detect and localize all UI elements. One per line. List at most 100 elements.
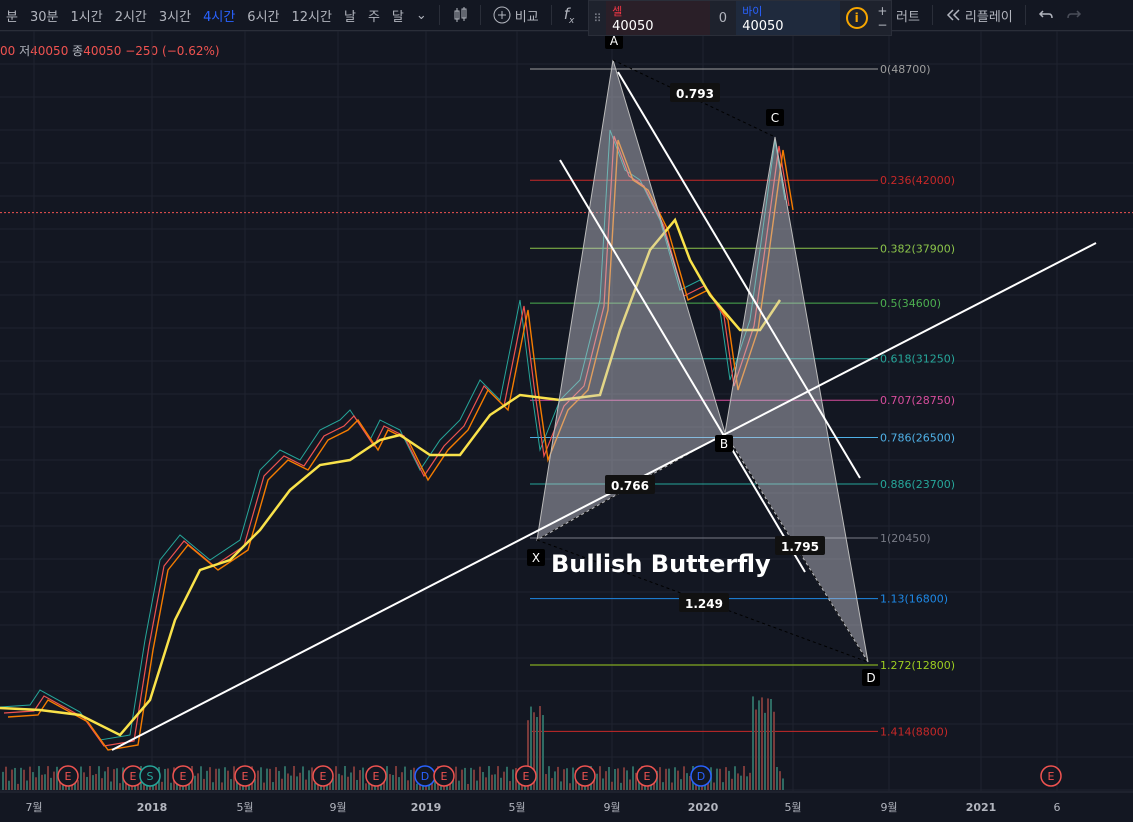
redo-button[interactable] xyxy=(1060,8,1088,22)
volume-bar xyxy=(116,768,118,790)
fib-level-label: 1.272(12800) xyxy=(880,659,955,672)
ohlc-legend: 00 저40050 종40050 −250 (−0.62%) xyxy=(0,42,220,59)
pattern-point-box xyxy=(715,435,733,452)
volume-bar xyxy=(302,766,304,790)
toolbar-divider xyxy=(479,5,481,25)
volume-bar xyxy=(464,767,466,790)
volume-bar xyxy=(485,777,487,790)
volume-bar xyxy=(335,766,337,790)
volume-bar xyxy=(200,766,202,790)
volume-bar xyxy=(338,773,340,790)
volume-bar xyxy=(98,766,100,790)
quantity-stepper[interactable]: + − xyxy=(874,1,891,35)
event-marker xyxy=(433,765,455,787)
drag-handle-icon[interactable]: ⠿ xyxy=(593,11,602,25)
volume-bar xyxy=(359,770,361,790)
event-marker-label: E xyxy=(644,770,651,783)
volume-bar xyxy=(281,778,283,790)
chart-type-button[interactable]: 러트 xyxy=(890,6,926,25)
volume-bar xyxy=(404,766,406,790)
volume-bar xyxy=(56,766,58,790)
timeframe-3[interactable]: 2시간 xyxy=(114,9,147,25)
volume-bar xyxy=(80,766,82,790)
volume-bar xyxy=(11,769,13,790)
timeframe-group: 분 30분 1시간 2시간 3시간 4시간 6시간 12시간 날 주 달 ⌄ xyxy=(0,5,446,25)
sell-button[interactable]: 셀 40050 xyxy=(606,1,710,35)
volume-bar xyxy=(629,779,631,790)
fib-level-label: 0.707(28750) xyxy=(880,394,955,407)
ratio-box xyxy=(605,475,655,494)
timeframe-9[interactable]: 주 xyxy=(367,9,380,25)
info-button[interactable]: i xyxy=(840,1,874,35)
minus-icon[interactable]: − xyxy=(877,18,888,32)
timeframe-0[interactable]: 분 xyxy=(6,9,18,25)
volume-bar xyxy=(107,766,109,790)
timeframe-4[interactable]: 3시간 xyxy=(158,9,192,25)
volume-bar xyxy=(539,706,541,790)
volume-bar xyxy=(314,782,316,790)
timeframe-2[interactable]: 1시간 xyxy=(70,9,103,25)
plus-icon[interactable]: + xyxy=(877,4,888,18)
volume-bar xyxy=(770,699,772,790)
volume-bar xyxy=(194,775,196,790)
timeframe-5[interactable]: 4시간 xyxy=(203,9,236,25)
event-marker-label: D xyxy=(697,770,705,783)
pattern-triangle-xab xyxy=(536,59,726,541)
time-axis-label: 2021 xyxy=(966,801,997,814)
volume-bar xyxy=(512,769,514,790)
replay-button[interactable]: 리플레이 xyxy=(939,6,1019,25)
timeframe-6[interactable]: 6시간 xyxy=(247,9,280,25)
info-icon: i xyxy=(845,7,868,29)
ma-slow xyxy=(0,217,782,737)
volume-bar xyxy=(491,774,493,790)
pattern-point-label: D xyxy=(866,671,875,685)
volume-bar xyxy=(737,773,739,790)
volume-bar xyxy=(758,700,760,790)
volume-bar xyxy=(383,778,385,790)
volume-bar xyxy=(542,715,544,790)
pattern-point-box xyxy=(605,32,623,49)
volume-bar xyxy=(713,782,715,790)
spread-value: 0 xyxy=(718,10,727,26)
price-chart[interactable]: 0(48700) 0.236(42000) 0.382(37900) 0.5(3460… xyxy=(0,31,1133,822)
volume-bar xyxy=(68,783,70,790)
volume-bar xyxy=(230,779,232,790)
event-marker-label: E xyxy=(373,770,380,783)
indicators-button[interactable]: fx xyxy=(558,5,581,26)
timeframe-8[interactable]: 날 xyxy=(343,9,356,25)
candle-style-button[interactable] xyxy=(446,7,474,23)
volume-bar xyxy=(674,767,676,790)
price-series xyxy=(0,129,786,741)
timeframe-7[interactable]: 12시간 xyxy=(291,9,332,25)
volume-bar xyxy=(605,771,607,790)
event-marker xyxy=(515,765,537,787)
timeframe-10[interactable]: 달 xyxy=(391,9,404,25)
pattern-point-label: X xyxy=(532,551,540,565)
buy-button[interactable]: 바이 40050 xyxy=(736,1,840,35)
chevron-down-icon[interactable]: ⌄ xyxy=(415,7,427,23)
volume-bar xyxy=(41,774,43,790)
event-marker-label: S xyxy=(147,770,154,783)
volume-bar xyxy=(287,773,289,790)
volume-bar xyxy=(8,780,10,790)
time-axis-label: 5월 xyxy=(236,801,253,814)
volume-bar xyxy=(665,768,667,790)
redo-icon xyxy=(1067,10,1081,19)
volume-bar xyxy=(461,769,463,790)
volume-bar xyxy=(677,770,679,790)
undo-button[interactable] xyxy=(1032,8,1060,22)
volume-bar xyxy=(275,767,277,790)
volume-bar xyxy=(14,767,16,790)
fib-level-label: 1(20450) xyxy=(880,532,931,545)
volume-bar xyxy=(398,777,400,790)
compare-button[interactable]: 비교 xyxy=(487,6,545,25)
toolbar-divider xyxy=(550,5,552,25)
volume-bar xyxy=(668,768,670,790)
volume-bar xyxy=(620,782,622,790)
timeframe-1[interactable]: 30분 xyxy=(29,9,59,25)
event-marker xyxy=(1040,765,1062,787)
event-marker xyxy=(139,765,161,787)
time-axis-label: 9월 xyxy=(603,801,620,814)
volume-bar xyxy=(608,767,610,790)
volume-bar xyxy=(341,775,343,790)
